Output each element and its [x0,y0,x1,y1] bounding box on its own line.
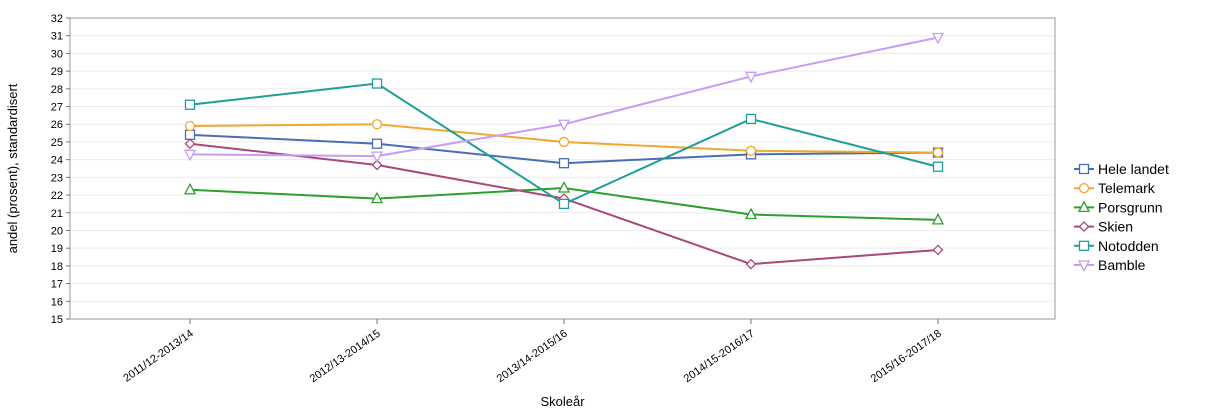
y-tick-label: 32 [51,13,63,25]
legend-label: Skien [1098,219,1133,235]
legend: Hele landet Telemark Porsgrunn Skien Notodde… [1074,161,1169,273]
legend-label: Notodden [1098,238,1159,254]
y-tick-label: 30 [51,48,63,60]
series-notodden [184,78,944,210]
data-point [932,161,944,172]
x-tick-label: 2013/14-2015/16 [495,328,570,386]
legend-marker [1078,163,1090,175]
y-tick-label: 29 [51,66,63,78]
data-point [557,181,571,193]
data-point [371,159,383,171]
series-skien [184,138,944,270]
y-tick-label: 23 [51,172,63,184]
legend-item: Telemark [1074,180,1156,196]
legend-item: Porsgrunn [1074,199,1163,215]
y-tick-label: 18 [51,261,63,273]
y-tick-label: 24 [51,155,63,167]
data-point [744,71,758,84]
data-point [183,149,197,162]
legend-label: Hele landet [1098,161,1169,177]
y-axis-title: andel (prosent), standardisert [5,83,20,253]
data-point [744,207,758,220]
y-tick-label: 17 [51,279,63,291]
data-point [184,138,196,150]
data-point [371,78,383,89]
legend-item: Notodden [1074,238,1159,254]
y-tick-label: 21 [51,208,63,220]
data-point [371,119,383,130]
data-point [184,99,196,110]
data-point [745,113,757,125]
y-tick-label: 26 [51,119,63,131]
x-axis-title: Skoleår [540,394,585,409]
legend-item: Skien [1074,219,1133,235]
data-point [932,147,944,158]
legend-label: Bamble [1098,257,1146,273]
x-tick-label: 2015/16-2017/18 [869,328,944,386]
series-hele-landet [184,129,944,169]
series-group [183,32,945,270]
series-porsgrunn [183,181,945,225]
data-point [370,151,384,164]
y-tick-label: 15 [51,314,63,326]
legend-marker [1077,200,1091,213]
data-point [745,258,757,270]
legend-item: Bamble [1074,257,1146,273]
data-point [558,136,570,148]
data-point [558,198,570,210]
data-point [745,145,757,156]
grid [70,17,1055,320]
y-axis-ticks: 15 16 17 18 19 20 21 22 23 24 25 26 27 28 29 30 31 32 [51,13,70,326]
x-axis-ticks: 2011/12-2013/14 2012/13-2014/15 2013/14-20… [121,319,944,386]
data-point [183,182,197,195]
data-point [932,244,944,256]
legend-label: Porsgrunn [1098,199,1163,215]
legend-marker [1077,260,1091,272]
series-telemark [184,119,944,158]
data-point [184,129,196,141]
data-point [184,120,196,132]
data-point [931,212,945,225]
y-tick-label: 27 [51,102,63,114]
data-point [370,191,384,204]
y-tick-label: 22 [51,190,63,202]
data-point [557,119,571,132]
series-bamble [183,32,945,164]
legend-item: Hele landet [1074,161,1169,177]
legend-marker [1078,221,1090,233]
x-tick-label: 2012/13-2014/15 [308,328,383,386]
x-tick-label: 2011/12-2013/14 [121,328,195,385]
y-tick-label: 19 [51,243,63,255]
y-tick-label: 31 [51,31,63,43]
x-tick-label: 2014/15-2016/17 [682,328,757,386]
y-tick-label: 20 [51,225,63,237]
y-tick-label: 16 [51,296,63,308]
y-tick-label: 28 [51,84,63,96]
y-tick-label: 25 [51,137,63,149]
data-point [931,32,945,45]
legend-marker [1078,240,1090,251]
plot-frame [69,17,1056,320]
legend-marker [1078,183,1090,194]
legend-label: Telemark [1098,180,1156,196]
data-point [371,138,383,149]
data-point [558,158,570,169]
